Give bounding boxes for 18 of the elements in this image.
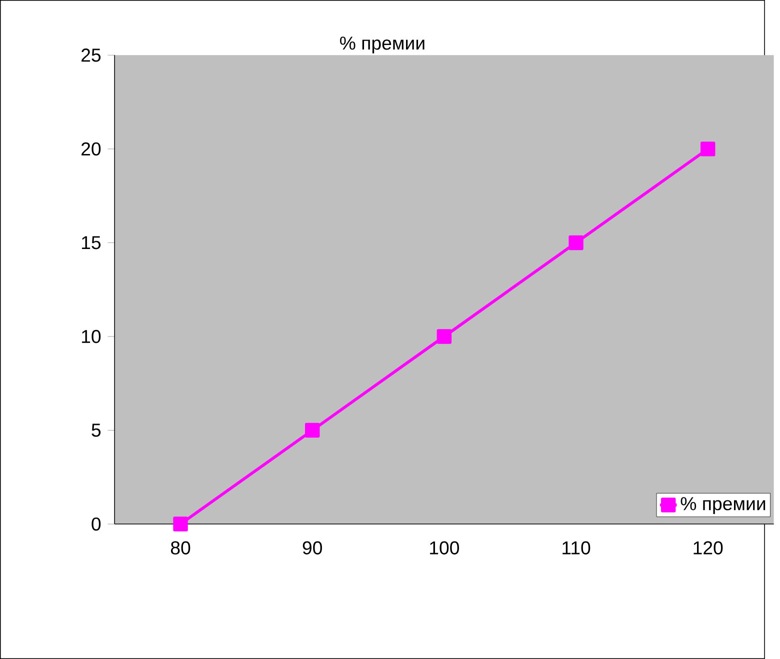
x-tick-label: 120 (694, 541, 723, 554)
y-tick-label: 15 (82, 236, 101, 250)
point (700, 142, 716, 156)
point (305, 422, 320, 438)
y-tick-label: 20 (82, 142, 101, 156)
point (173, 516, 188, 532)
chart-title: % премии (340, 36, 424, 54)
point (436, 329, 452, 344)
legend-label: % премии (680, 497, 766, 514)
y-tick-label: 5 (92, 424, 101, 437)
x-tick-label: 90 (302, 541, 322, 554)
y-tick-label: 0 (92, 517, 101, 531)
y-tick-label: 10 (82, 330, 101, 344)
y-tick-label: 25 (82, 48, 101, 62)
x-tick-label: 100 (430, 541, 460, 554)
point (568, 235, 584, 250)
x-tick-label: 110 (562, 541, 590, 554)
x-tick-label: 80 (170, 541, 190, 554)
